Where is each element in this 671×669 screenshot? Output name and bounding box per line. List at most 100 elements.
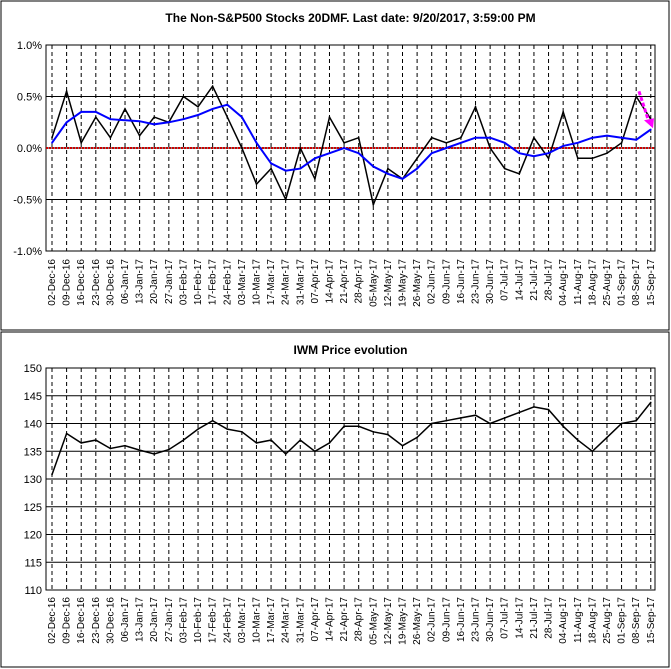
x-tick-label: 01-Sep-17 [617,597,628,644]
data-point [197,114,199,116]
data-point [606,152,608,154]
data-point [255,442,258,444]
x-tick-label: 27-Jan-17 [164,597,175,642]
data-point [518,152,521,154]
data-point [182,439,185,441]
data-point [314,157,316,160]
data-point [65,90,68,93]
x-tick-label: 05-May-17 [368,597,379,645]
x-tick-label: 17-Feb-17 [208,259,219,306]
data-point [284,169,287,172]
data-point [124,108,126,110]
data-point [635,95,637,98]
dmf-chart: The Non-S&P500 Stocks 20DMF. Last date: … [13,11,657,307]
x-tick-label: 18-Aug-17 [587,597,598,644]
series-line-1 [51,401,652,475]
data-point [197,106,199,108]
data-point [489,422,491,425]
data-point [576,439,579,441]
x-tick-label: 10-Feb-17 [193,597,204,644]
x-tick-label: 07-Apr-17 [310,259,321,304]
x-tick-label: 14-Apr-17 [324,597,335,642]
data-point [562,425,564,428]
x-tick-label: 07-Apr-17 [310,597,321,642]
x-tick-label: 02-Dec-16 [47,259,58,306]
data-point [314,450,316,453]
x-tick-label: 14-Apr-17 [324,259,335,304]
data-point [211,419,214,422]
x-tick-label: 06-Jan-17 [120,597,131,642]
data-point [168,448,170,451]
x-tick-label: 30-Dec-16 [105,597,116,644]
data-point [299,147,302,149]
x-tick-label: 01-Sep-17 [617,259,628,306]
x-tick-label: 19-May-17 [398,259,409,307]
data-point [460,142,462,144]
y-tick-label: 115 [24,557,42,569]
data-point [547,157,550,160]
x-tick-label: 26-May-17 [412,259,423,307]
data-point [80,111,83,113]
data-point [109,447,112,450]
data-point [576,142,579,144]
data-point [109,118,112,120]
y-tick-label: -1.0% [13,246,42,258]
data-point [635,419,637,422]
data-point [314,178,316,180]
data-point [474,106,477,108]
x-tick-label: 23-Jun-17 [471,259,482,304]
data-point [211,108,214,110]
data-point [343,142,345,144]
x-tick-label: 03-Feb-17 [178,597,189,644]
data-point [518,411,521,414]
x-tick-label: 08-Sep-17 [631,597,642,644]
x-tick-label: 20-Jan-17 [149,597,160,642]
data-point [503,167,506,170]
y-tick-label: 145 [24,391,42,403]
data-point [65,121,68,124]
data-point [430,422,433,425]
y-tick-label: -0.5% [13,195,42,207]
data-point [533,155,535,158]
x-tick-label: 02-Dec-16 [47,597,58,644]
data-point [168,121,170,124]
x-tick-label: 05-May-17 [368,259,379,307]
x-tick-label: 03-Mar-17 [237,597,248,644]
data-point [153,453,156,455]
x-tick-label: 16-Dec-16 [76,259,87,306]
data-point [241,116,243,118]
x-tick-label: 02-Jun-17 [427,597,438,642]
x-tick-label: 16-Jun-17 [456,259,467,304]
data-point [533,406,535,408]
data-point [95,116,97,118]
y-tick-label: 150 [24,363,42,375]
data-point [489,147,491,149]
x-tick-label: 28-Apr-17 [354,259,365,304]
data-point [95,111,97,113]
data-point [357,152,360,154]
data-point [416,167,418,170]
x-tick-label: 04-Aug-17 [558,259,569,306]
data-point [80,142,83,144]
data-point [518,172,521,175]
data-point [138,134,141,137]
iwm-price-chart: IWM Price evolution 150 145 140 135 130 125 120… [24,343,657,645]
data-point [182,95,185,98]
data-point [401,444,404,447]
data-point [241,431,243,433]
x-tick-label: 17-Mar-17 [266,259,277,306]
data-point [80,442,83,444]
chart-title: IWM Price evolution [293,343,407,357]
data-point [299,167,302,170]
x-tick-label: 24-Feb-17 [222,597,233,644]
x-tick-label: 13-Jan-17 [135,597,146,642]
data-point [649,401,652,404]
x-tick-label: 31-Mar-17 [295,597,306,644]
data-point [533,136,535,139]
data-point [270,439,272,441]
trend-arrow-head [644,118,654,129]
data-point [109,136,112,139]
data-point [547,408,550,411]
x-tick-label: 09-Jun-17 [441,597,452,642]
x-tick-label: 11-Aug-17 [573,259,584,305]
